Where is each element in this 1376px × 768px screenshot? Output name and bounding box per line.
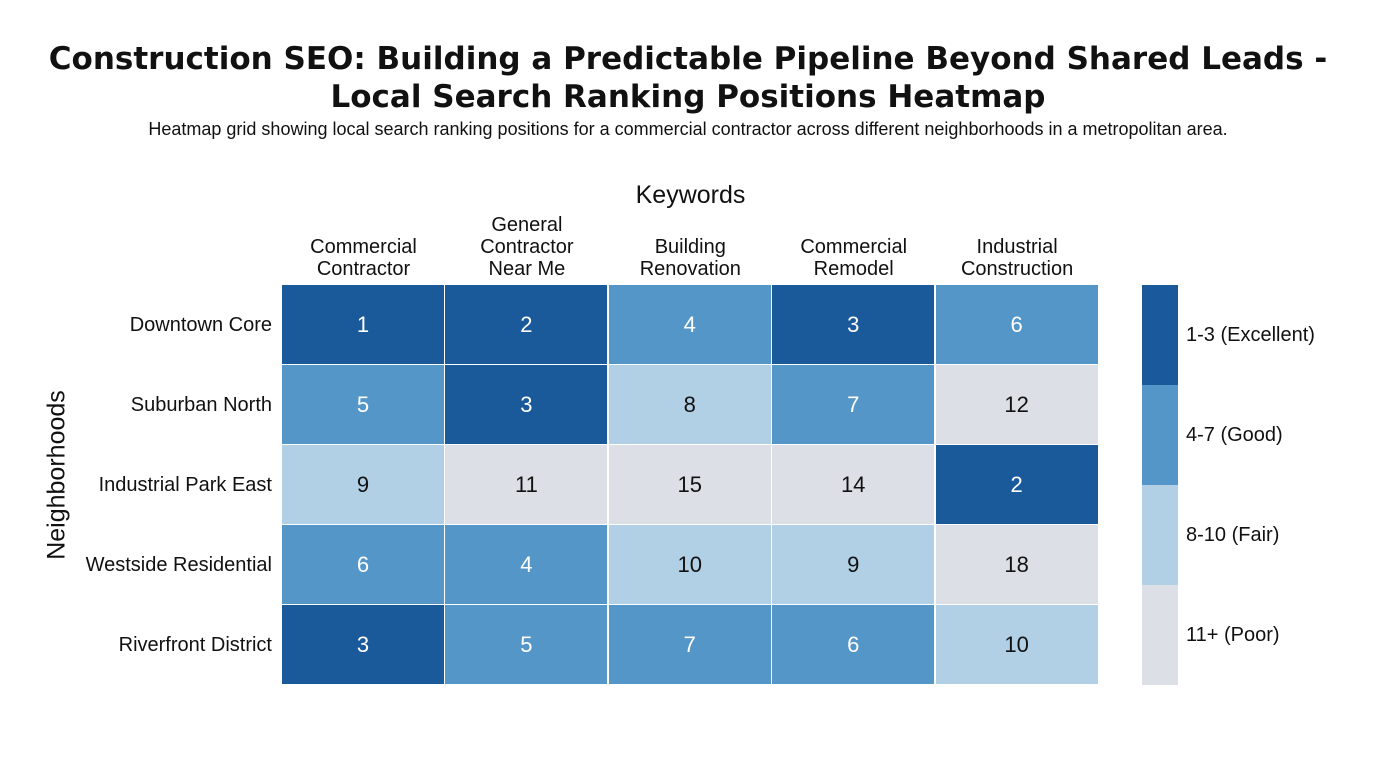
heatmap-cell: 10	[935, 605, 1098, 684]
heatmap-cell: 4	[608, 285, 771, 364]
column-label: Building Renovation	[639, 236, 741, 280]
heatmap-cell: 9	[282, 445, 444, 524]
heatmap-cell: 6	[282, 525, 444, 604]
heatmap-cell: 4	[445, 525, 608, 604]
legend-label: 8-10 (Fair)	[1186, 523, 1280, 546]
chart-title: Construction SEO: Building a Predictable…	[48, 41, 1328, 115]
legend-label: 1-3 (Excellent)	[1186, 323, 1315, 346]
legend-swatch	[1142, 385, 1178, 485]
row-label: Westside Residential	[85, 553, 272, 576]
heatmap-cell: 18	[935, 525, 1098, 604]
heatmap-cell: 8	[608, 365, 771, 444]
legend-label: 11+ (Poor)	[1186, 623, 1280, 646]
heatmap-cell: 2	[935, 445, 1098, 524]
column-label: Commercial Remodel	[800, 236, 908, 280]
row-label: Downtown Core	[129, 313, 272, 336]
column-label: Industrial Construction	[960, 236, 1074, 280]
legend-swatch	[1142, 285, 1178, 385]
heatmap-cell: 11	[445, 445, 608, 524]
column-label: General Contractor Near Me	[480, 214, 574, 280]
chart-subtitle: Heatmap grid showing local search rankin…	[148, 119, 1228, 139]
heatmap-cell: 2	[445, 285, 608, 364]
heatmap-cell: 6	[935, 285, 1098, 364]
x-axis-title: Keywords	[635, 181, 746, 209]
heatmap-cell: 3	[445, 365, 608, 444]
row-label: Suburban North	[130, 393, 272, 416]
heatmap-cell: 6	[772, 605, 935, 684]
legend-label: 4-7 (Good)	[1186, 423, 1283, 446]
heatmap-cell: 1	[282, 285, 444, 364]
row-label: Riverfront District	[118, 633, 272, 656]
column-label: Commercial Contractor	[310, 236, 417, 280]
heatmap-cell: 15	[608, 445, 771, 524]
heatmap-cell: 12	[935, 365, 1098, 444]
heatmap-cell: 5	[282, 365, 444, 444]
heatmap-cell: 10	[608, 525, 771, 604]
heatmap-cell: 7	[608, 605, 771, 684]
heatmap-cell: 14	[772, 445, 935, 524]
heatmap-cell: 5	[445, 605, 608, 684]
heatmap-cell: 9	[772, 525, 935, 604]
heatmap-cell: 3	[772, 285, 935, 364]
heatmap-cell: 3	[282, 605, 444, 684]
legend-swatch	[1142, 585, 1178, 685]
legend-swatch	[1142, 485, 1178, 585]
row-label: Industrial Park East	[98, 473, 272, 496]
heatmap-cell: 7	[772, 365, 935, 444]
